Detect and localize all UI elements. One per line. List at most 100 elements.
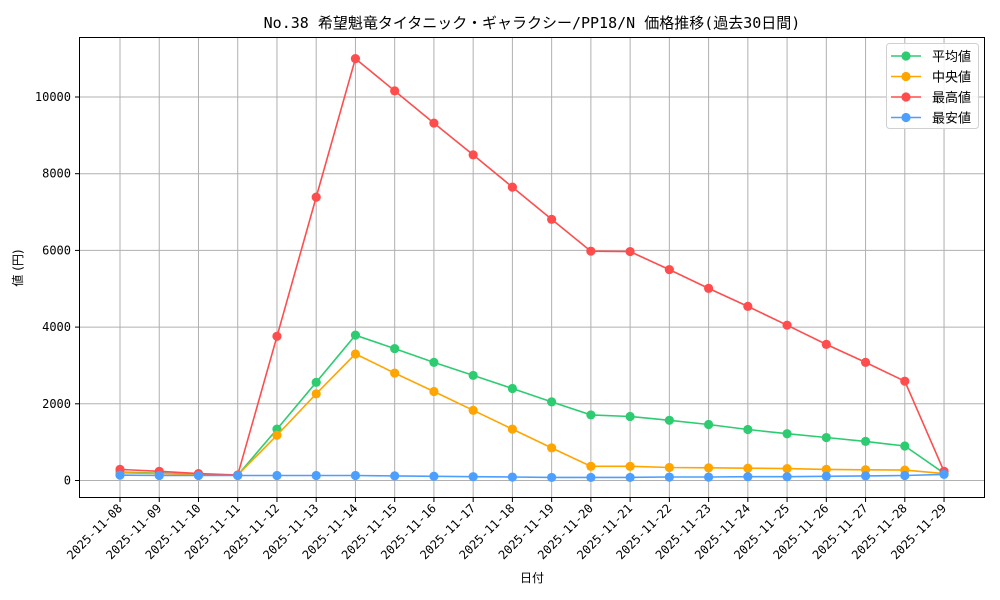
data-point — [782, 464, 792, 474]
data-point — [782, 429, 792, 439]
legend-marker-icon — [901, 51, 911, 61]
legend-item: 平均値 — [891, 49, 971, 65]
data-point — [390, 86, 400, 96]
data-point — [664, 415, 674, 425]
data-point — [586, 246, 596, 256]
legend-item: 中央値 — [891, 70, 971, 86]
series-0 — [115, 330, 949, 480]
data-point — [625, 461, 635, 471]
data-point — [468, 370, 478, 381]
data-point — [468, 405, 478, 415]
grid-lines — [79, 37, 985, 498]
legend-label: 最高値 — [932, 90, 971, 106]
data-point — [154, 470, 164, 481]
data-point — [821, 339, 831, 349]
data-point — [625, 246, 635, 257]
data-point — [586, 410, 596, 420]
y-tick-label: 10000 — [35, 90, 71, 104]
data-point — [429, 118, 439, 128]
x-axis-label: 日付 — [520, 571, 544, 585]
legend-marker-icon — [901, 92, 911, 102]
data-point — [900, 441, 910, 451]
y-tick-label: 8000 — [42, 167, 71, 181]
data-point — [350, 330, 361, 340]
data-point — [507, 424, 517, 434]
data-point — [625, 411, 635, 422]
data-point — [586, 472, 596, 483]
data-point — [939, 469, 949, 479]
data-point — [115, 470, 125, 480]
y-axis-label: 値 (円) — [10, 249, 25, 286]
data-point — [704, 472, 714, 482]
legend-item: 最高値 — [891, 90, 971, 106]
data-point — [390, 368, 400, 378]
series-line — [119, 352, 945, 476]
series-line — [119, 473, 945, 479]
data-point — [507, 383, 517, 394]
data-point — [350, 54, 361, 64]
data-point — [782, 320, 792, 330]
legend-label: 中央値 — [932, 70, 971, 86]
data-point — [429, 357, 439, 367]
data-point — [664, 264, 674, 275]
legend-marker-icon — [901, 71, 911, 82]
data-point — [547, 443, 557, 453]
data-point — [311, 389, 321, 399]
data-point — [350, 349, 361, 359]
chart-title: No.38 希望魁竜タイタニック・ギャラクシー/PP18/N 価格推移(過去30… — [264, 14, 801, 32]
data-point — [821, 464, 831, 474]
data-point — [821, 471, 831, 481]
data-point — [350, 470, 361, 481]
data-point — [311, 377, 321, 387]
data-point — [272, 430, 282, 440]
data-point — [704, 419, 714, 430]
data-point — [743, 424, 753, 435]
data-point — [507, 182, 517, 192]
data-point — [507, 472, 517, 482]
legend-item: 最安値 — [891, 111, 971, 127]
data-point — [390, 343, 400, 354]
data-point — [860, 471, 871, 481]
data-point — [311, 192, 321, 202]
data-point — [664, 472, 674, 482]
data-point — [704, 463, 714, 473]
data-point — [547, 214, 557, 224]
data-point — [860, 436, 871, 446]
data-point — [468, 472, 478, 482]
legend-box — [886, 43, 979, 129]
y-tick-label: 2000 — [42, 397, 71, 411]
series-3 — [115, 469, 949, 483]
data-point — [782, 472, 792, 482]
data-point — [547, 472, 557, 483]
data-point — [193, 470, 204, 481]
data-point — [272, 331, 282, 341]
series-2 — [115, 54, 949, 480]
data-point — [743, 301, 753, 311]
data-point — [586, 461, 596, 471]
data-point — [860, 357, 871, 367]
data-point — [821, 432, 831, 443]
data-point — [625, 472, 635, 483]
legend-marker-icon — [901, 112, 911, 123]
data-point — [233, 470, 243, 481]
y-axis: 0 2000 4000 6000 8000 10000 — [35, 90, 80, 488]
data-point — [900, 470, 910, 481]
data-point — [390, 471, 400, 481]
data-point — [468, 150, 478, 160]
legend-label: 最安値 — [932, 111, 971, 127]
y-tick-label: 6000 — [42, 243, 71, 257]
data-point — [547, 397, 557, 407]
series-1 — [115, 349, 949, 480]
x-axis: 2025-11-082025-11-092025-11-102025-11-11… — [64, 497, 949, 562]
data-point — [743, 472, 753, 482]
data-point — [429, 386, 439, 397]
series-line — [119, 334, 945, 476]
data-point — [311, 470, 321, 481]
y-tick-label: 4000 — [42, 320, 71, 334]
series-line — [119, 57, 945, 476]
data-point — [429, 471, 439, 481]
data-point — [743, 463, 753, 473]
legend-label: 平均値 — [932, 49, 971, 65]
